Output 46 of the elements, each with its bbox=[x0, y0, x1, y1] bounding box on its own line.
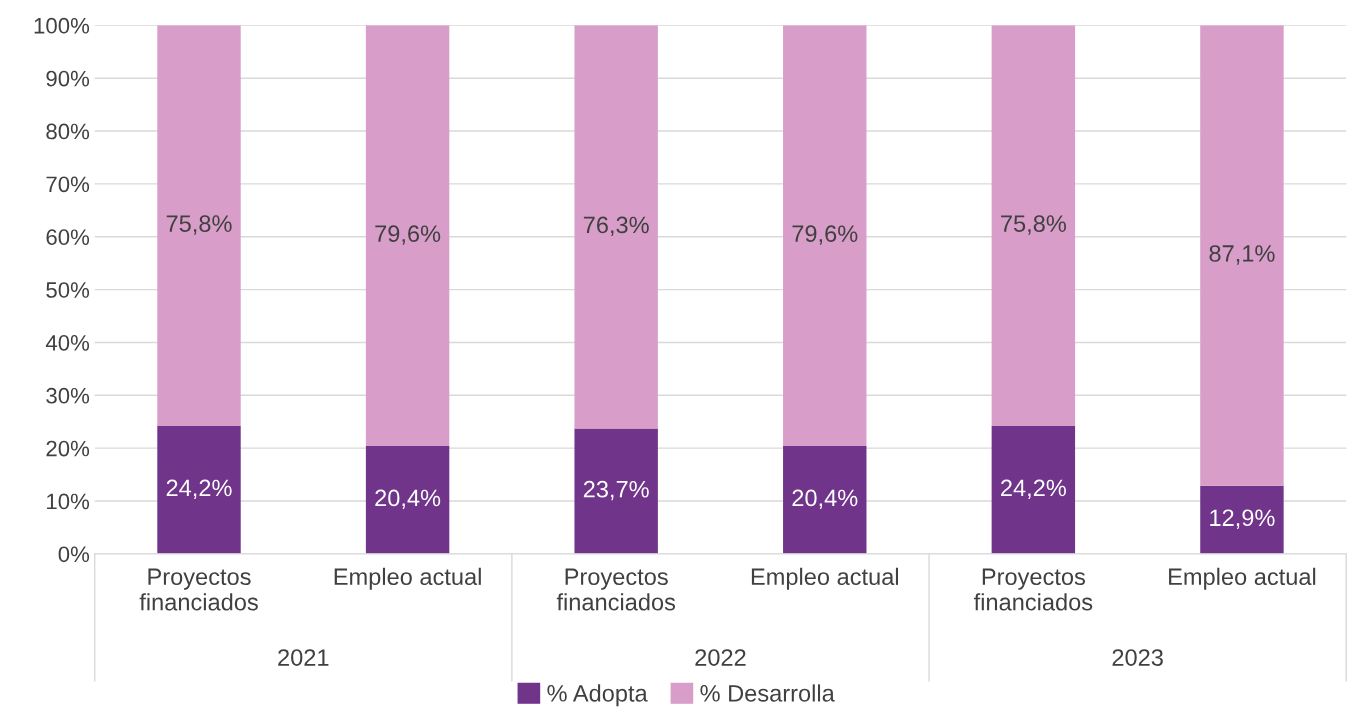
x-tick-label: Proyectos financiados bbox=[139, 568, 258, 611]
data-label: 75,8% bbox=[166, 215, 232, 235]
data-label: 24,2% bbox=[1001, 479, 1066, 500]
y-tick-label: 30% bbox=[46, 387, 90, 404]
legend-label: % Desarrolla bbox=[700, 684, 835, 702]
y-tick-label: 80% bbox=[46, 123, 90, 140]
text: 2023 bbox=[1112, 649, 1163, 666]
text: 2021 bbox=[278, 649, 329, 666]
x-tick-label: Proyectos financiados bbox=[556, 568, 676, 611]
y-tick-label: 50% bbox=[46, 282, 90, 298]
y-tick-label: 10% bbox=[47, 493, 90, 510]
x-tick-label: Empleo actual bbox=[334, 567, 481, 590]
y-tick-label: 70% bbox=[46, 176, 90, 193]
data-label: 75,8% bbox=[1001, 215, 1066, 235]
bar bbox=[991, 425, 1076, 554]
y-tick-label: 0% bbox=[58, 546, 90, 563]
text: 2022 bbox=[695, 649, 746, 666]
y-tick-label: 100% bbox=[34, 17, 90, 34]
data-label: 79,6% bbox=[792, 225, 858, 245]
data-label: 20,4% bbox=[375, 489, 441, 510]
bar bbox=[157, 425, 241, 554]
data-label: 12,9% bbox=[1210, 509, 1275, 529]
bar bbox=[1200, 25, 1284, 486]
bar bbox=[1200, 485, 1284, 554]
x-tick-label: Proyectos financiados bbox=[973, 568, 1093, 611]
bar bbox=[574, 428, 658, 554]
data-label: 24,2% bbox=[166, 479, 232, 500]
data-label: 20,4% bbox=[792, 489, 858, 510]
bar bbox=[783, 446, 867, 554]
bar bbox=[991, 25, 1076, 426]
y-tick-label: 90% bbox=[46, 70, 90, 87]
data-label: 23,7% bbox=[583, 480, 649, 501]
data-label: 87,1% bbox=[1209, 245, 1275, 265]
bar bbox=[365, 446, 450, 554]
data-label: 79,6% bbox=[375, 225, 441, 245]
data-label: 76,3% bbox=[583, 216, 649, 237]
x-tick-label: Empleo actual bbox=[1169, 567, 1316, 590]
bar bbox=[574, 25, 658, 429]
bar bbox=[365, 25, 450, 447]
x-tick-label: Empleo actual bbox=[751, 567, 898, 590]
bar bbox=[157, 25, 241, 426]
legend-label: % Adopta bbox=[547, 684, 648, 707]
y-tick-label: 20% bbox=[46, 440, 90, 457]
y-tick-label: 40% bbox=[45, 334, 90, 351]
bar bbox=[783, 25, 867, 447]
y-tick-label: 60% bbox=[46, 229, 90, 246]
